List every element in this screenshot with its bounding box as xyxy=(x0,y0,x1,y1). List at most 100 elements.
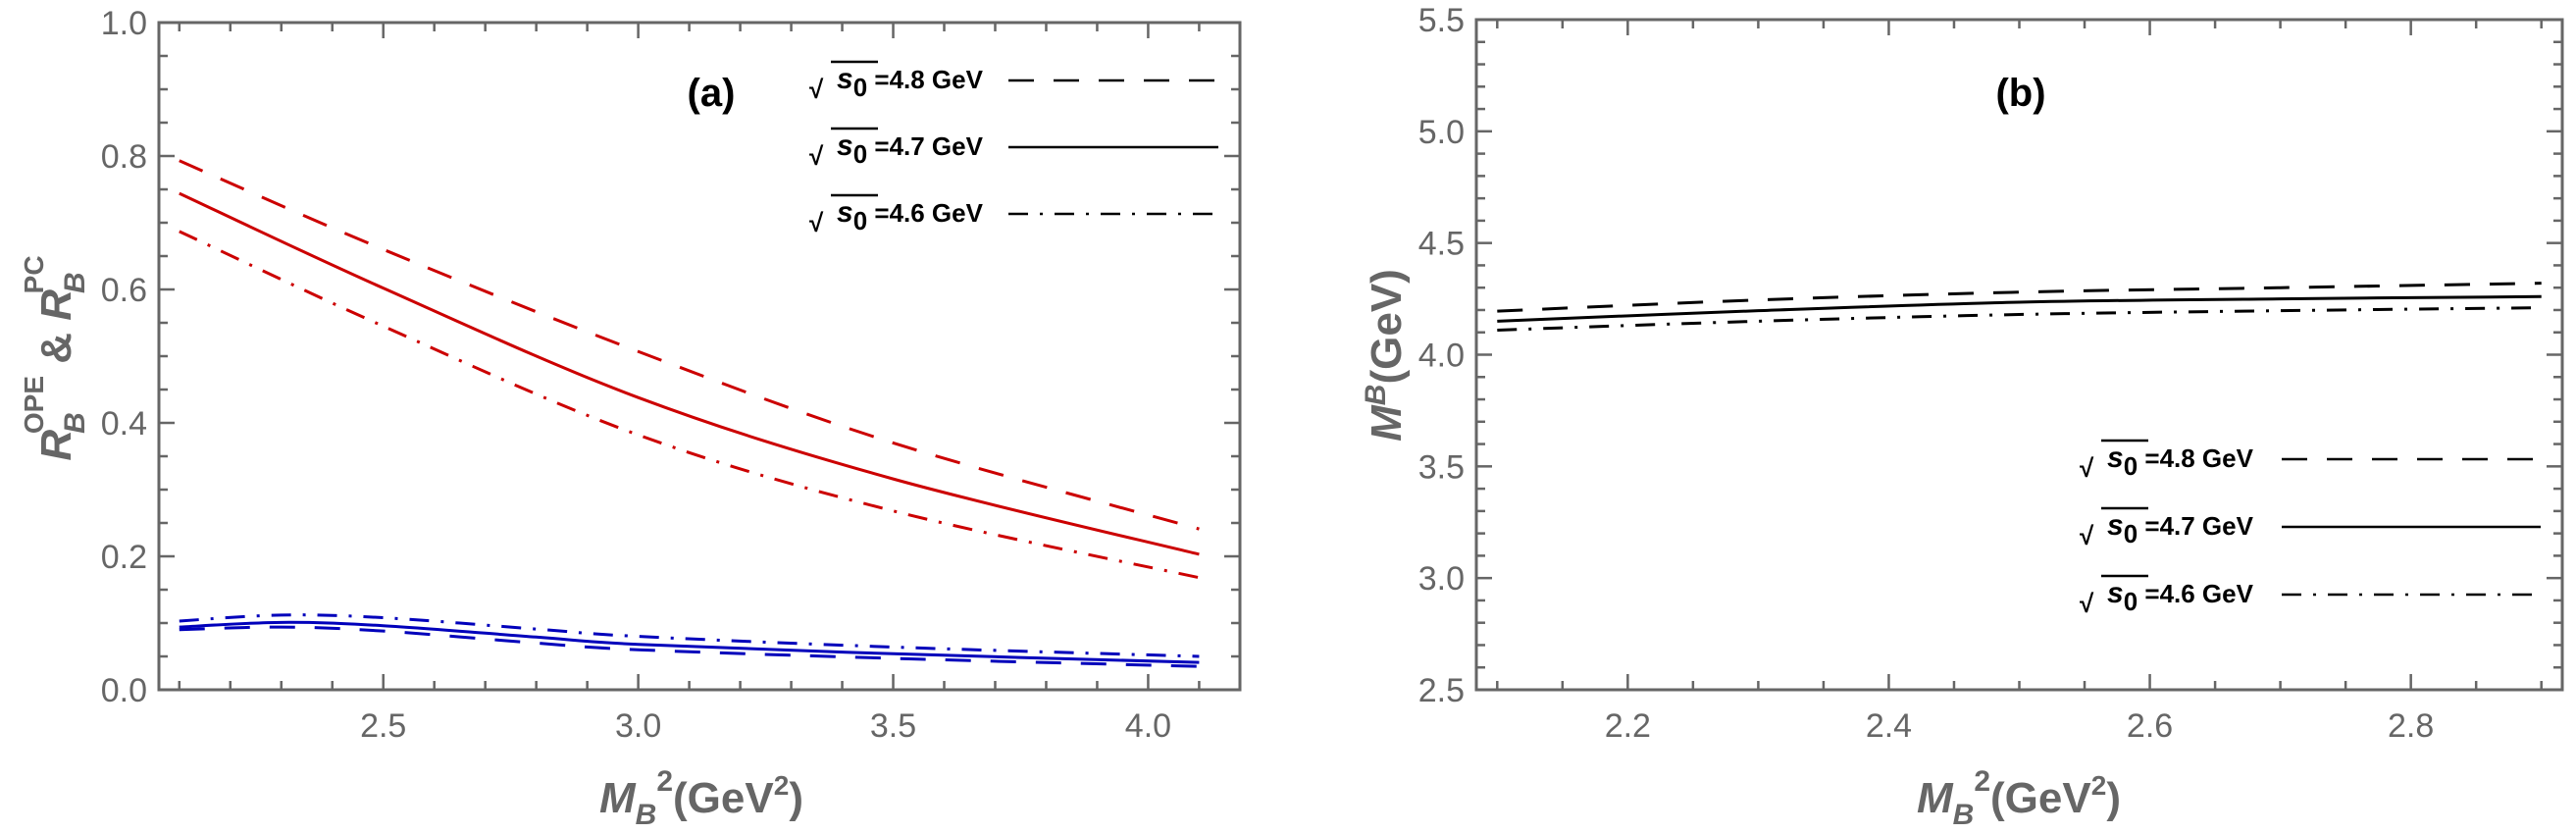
legend-s-sub: 0 xyxy=(2124,587,2138,616)
sqrt-symbol: √ xyxy=(809,141,824,171)
xlabel-unit-close: ) xyxy=(789,774,803,822)
y-tick-label: 0.8 xyxy=(101,138,147,176)
legend-entry: √ s0 =4.7 GeV xyxy=(2080,506,2541,550)
legend-entry: √ s0 =4.6 GeV xyxy=(809,193,1218,237)
ylabel-r2-sub: B xyxy=(59,272,91,293)
ylabel-r1-sub: B xyxy=(59,412,91,434)
xlabel-sub: B xyxy=(1953,799,1975,831)
y-tick-label: 0.2 xyxy=(101,539,147,576)
ylabel-r2-sup: PC xyxy=(19,255,49,293)
legend-value: =4.7 GeV xyxy=(867,131,983,161)
ylabel-r1-sup: OPE xyxy=(19,376,49,434)
plot-frame xyxy=(1474,18,2564,692)
ylabel-r2: R xyxy=(32,289,80,321)
legend-s-sub: 0 xyxy=(853,206,867,235)
legend-label: s0 =4.8 GeV xyxy=(2107,442,2254,481)
legend-label: s0 =4.8 GeV xyxy=(837,63,984,102)
xlabel-sup: 2 xyxy=(1974,765,1990,798)
ylabel-main: M xyxy=(1363,404,1411,442)
y-tick-label: 4.5 xyxy=(1418,226,1465,263)
legend-s: s xyxy=(837,63,853,95)
sqrt-symbol: √ xyxy=(2080,453,2094,483)
x-tick-label: 2.6 xyxy=(2127,707,2173,745)
panel-b-x-axis-title: MB2(GeV2) xyxy=(1917,765,2121,831)
series-line-solid-ope xyxy=(179,191,1200,556)
panel-a-label: (a) xyxy=(688,72,736,115)
series-line-dashdot xyxy=(1497,306,2542,332)
panel-a-x-axis-title: MB2(GeV2) xyxy=(599,765,803,831)
y-tick-label: 5.0 xyxy=(1418,114,1465,151)
series-line-dashdot-ope xyxy=(179,230,1200,580)
y-tick-label: 5.5 xyxy=(1418,2,1465,39)
legend-s: s xyxy=(2107,509,2124,542)
x-tick-label: 4.0 xyxy=(1125,707,1171,745)
y-tick-label: 4.0 xyxy=(1418,338,1465,375)
x-tick-label: 2.8 xyxy=(2388,707,2434,745)
legend-label: s0 =4.7 GeV xyxy=(837,130,984,169)
xlabel-unit-sup: 2 xyxy=(774,770,790,801)
x-tick-label: 3.5 xyxy=(870,707,916,745)
legend-entry: √ s0 =4.8 GeV xyxy=(809,60,1218,104)
y-tick-label: 1.0 xyxy=(101,5,147,42)
panel-b: 2.2 2.4 2.6 2.82.53.03.54.04.55.05.5 (b) MB… xyxy=(1360,2,2564,831)
legend-s: s xyxy=(2107,577,2124,609)
legend-label: s0 =4.7 GeV xyxy=(2107,509,2254,548)
panel-a-plot-area: 2.5 3.0 3.5 4.0 0.0 0.2 0.4 0.6 0.8 1.0 xyxy=(101,5,1242,745)
ylabel-amp: & xyxy=(32,321,80,376)
series-line-dashed-pc xyxy=(179,625,1200,668)
legend-value: =4.7 GeV xyxy=(2138,511,2253,541)
xlabel-unit: (GeV xyxy=(673,774,774,822)
legend-value: =4.6 GeV xyxy=(867,198,983,228)
xlabel-sup: 2 xyxy=(656,765,673,798)
sqrt-symbol: √ xyxy=(2080,589,2094,618)
panel-a-y-axis-title: RBOPE & RBPC xyxy=(19,255,91,460)
legend-s-sub: 0 xyxy=(2124,451,2138,481)
ylabel-r1: R xyxy=(32,430,80,461)
ylabel-unit: (GeV) xyxy=(1363,269,1411,384)
legend-label: s0 =4.6 GeV xyxy=(2107,577,2254,616)
panel-a: 2.5 3.0 3.5 4.00.00.20.40.60.81.0 (a) RBOPE… xyxy=(19,5,1242,831)
x-tick-label: 2.2 xyxy=(1605,707,1651,745)
xlabel-unit-sup: 2 xyxy=(2091,770,2107,801)
legend-s: s xyxy=(837,130,853,162)
x-tick-label: 2.4 xyxy=(1866,707,1912,745)
legend-label: s0 =4.6 GeV xyxy=(837,196,984,235)
series-line-solid-pc xyxy=(179,620,1200,664)
panel-b-label: (b) xyxy=(1995,72,2045,115)
sqrt-symbol: √ xyxy=(2080,521,2094,550)
xlabel-main: M xyxy=(1917,774,1954,822)
panel-b-legend: √ s0 =4.8 GeV√ s0 =4.7 GeV√ s0 =4.6 GeV xyxy=(2080,439,2541,618)
series-line-dashdot-pc xyxy=(179,613,1200,658)
sqrt-symbol: √ xyxy=(809,75,824,104)
legend-s-sub: 0 xyxy=(2124,519,2138,548)
panel-a-legend: √ s0 =4.8 GeV√ s0 =4.7 GeV√ s0 =4.6 GeV xyxy=(809,60,1218,237)
legend-value: =4.8 GeV xyxy=(2138,443,2253,473)
panel-b-y-axis-title: MB(GeV) xyxy=(1360,269,1411,442)
series-line-dashed-ope xyxy=(179,159,1200,531)
ylabel-sup: B xyxy=(1360,385,1392,406)
panel-b-plot-area: 2.2 2.4 2.6 2.8 2.5 3.0 3.5 4.0 4.5 5.0 5.5 xyxy=(1418,2,2564,745)
legend-value: =4.6 GeV xyxy=(2138,579,2253,608)
x-tick-label: 3.0 xyxy=(615,707,661,745)
y-tick-label: 2.5 xyxy=(1418,672,1465,709)
series-line-dashed xyxy=(1497,282,2542,313)
plot-frame xyxy=(157,21,1242,692)
xlabel-unit: (GeV xyxy=(1990,774,2091,822)
series-line-solid xyxy=(1497,294,2542,323)
legend-entry: √ s0 =4.7 GeV xyxy=(809,127,1218,171)
y-tick-label: 0.6 xyxy=(101,272,147,309)
legend-s-sub: 0 xyxy=(853,73,867,102)
legend-entry: √ s0 =4.8 GeV xyxy=(2080,439,2541,483)
legend-s: s xyxy=(2107,442,2124,474)
x-tick-label: 2.5 xyxy=(360,707,406,745)
xlabel-main: M xyxy=(599,774,637,822)
xlabel-sub: B xyxy=(636,799,657,831)
y-tick-label: 0.0 xyxy=(101,672,147,709)
y-tick-label: 0.4 xyxy=(101,405,147,443)
legend-s: s xyxy=(837,196,853,229)
legend-entry: √ s0 =4.6 GeV xyxy=(2080,574,2541,618)
sqrt-symbol: √ xyxy=(809,208,824,237)
y-tick-label: 3.0 xyxy=(1418,560,1465,598)
y-tick-label: 3.5 xyxy=(1418,448,1465,486)
